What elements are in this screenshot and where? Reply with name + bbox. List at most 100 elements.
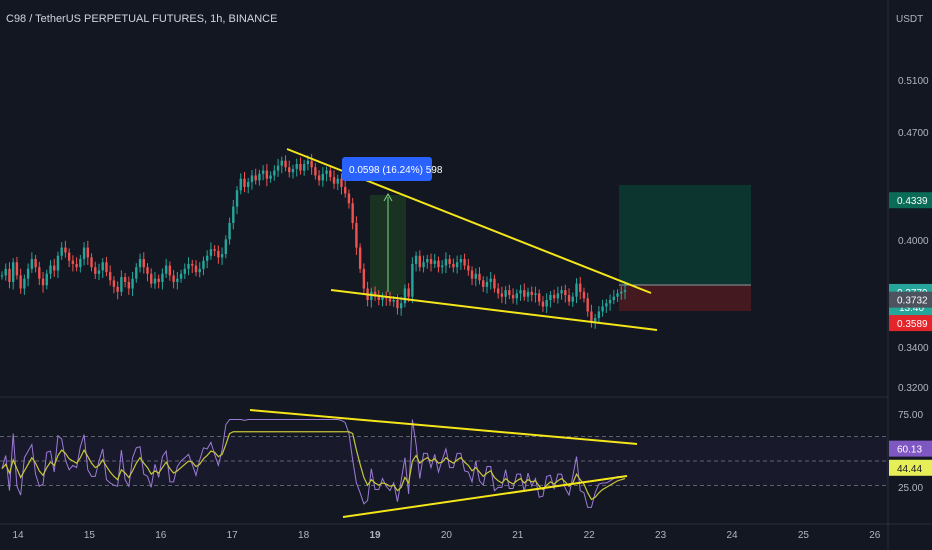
candle-body: [321, 173, 325, 181]
candle-body: [23, 278, 26, 289]
candle-body: [142, 259, 145, 268]
time-tick: 22: [584, 530, 596, 541]
drawings-layer[interactable]: 0.0598 (16.24%) 598: [249, 148, 658, 518]
candle-body: [597, 311, 601, 318]
candle-body: [556, 293, 560, 299]
candle-body: [403, 288, 407, 304]
candle-body: [239, 178, 242, 191]
price-tag: 0.3732: [897, 296, 928, 307]
candle-body: [254, 175, 257, 181]
candle-body: [452, 263, 455, 268]
rsi-tag: 44.44: [897, 464, 922, 475]
candle-body: [243, 178, 246, 187]
time-axis[interactable]: 14 15 16 17 18 19 20 21 22 23 24 25 26: [12, 530, 880, 541]
rsi-tick: 75.00: [898, 410, 923, 421]
candle-body: [64, 247, 67, 253]
candle-body: [396, 299, 399, 309]
candle-body: [0, 275, 4, 277]
candle-body: [429, 259, 433, 264]
time-tick: 18: [298, 530, 310, 541]
candle-body: [82, 247, 86, 260]
candle-body: [291, 168, 295, 173]
candle-body: [571, 296, 574, 302]
candle-body: [485, 281, 489, 287]
rsi-pane: 75.00 25.00: [0, 410, 923, 508]
candle-body: [414, 255, 418, 264]
candle-body: [127, 281, 131, 289]
candle-body: [105, 262, 108, 273]
candle-body: [620, 291, 623, 294]
candle-body: [179, 273, 183, 279]
candle-body: [474, 273, 477, 279]
candle-body: [470, 270, 474, 279]
candle-body: [168, 265, 172, 276]
rsi-line: [1, 419, 626, 508]
price-tick: 0.4700: [898, 128, 929, 139]
candle-body: [220, 254, 224, 258]
candle-body: [519, 290, 522, 294]
candle-body: [153, 278, 157, 284]
candle-body: [198, 268, 201, 273]
candle-body: [362, 268, 366, 289]
candle-body: [605, 303, 608, 307]
candle-body: [351, 203, 354, 223]
candle-body: [250, 175, 254, 183]
price-tag-time: 13:40: [899, 303, 924, 314]
candle-body: [284, 160, 287, 168]
candle-body: [377, 296, 380, 300]
candle-body: [407, 288, 410, 297]
candle-body: [463, 259, 466, 266]
candle-body: [508, 290, 511, 296]
price-tag: 0.4339: [897, 196, 928, 207]
candle-body: [213, 249, 216, 251]
time-tick: 17: [227, 530, 239, 541]
time-tick: 21: [512, 530, 524, 541]
candle-body: [101, 262, 104, 271]
candle-body: [530, 291, 533, 296]
candle-body: [482, 280, 485, 287]
candle-body: [228, 222, 231, 240]
candle-body: [146, 267, 149, 274]
candle-body: [94, 267, 97, 274]
candle-body: [273, 170, 276, 176]
candle-body: [79, 259, 82, 268]
lower-trendline: [330, 289, 658, 331]
candle-body: [329, 170, 332, 178]
price-tick: 0.3400: [898, 343, 929, 354]
candle-body: [455, 262, 459, 268]
candle-body: [280, 160, 283, 166]
candle-body: [616, 293, 619, 297]
candle-body: [97, 270, 101, 274]
candle-body: [194, 265, 198, 273]
candle-body: [217, 250, 220, 258]
candle-body: [60, 247, 63, 256]
candle-body: [623, 290, 627, 292]
candle-body: [526, 291, 530, 297]
time-tick: 14: [12, 530, 24, 541]
candle-body: [534, 293, 537, 296]
candle-body: [269, 175, 272, 179]
candle-body: [276, 165, 280, 171]
candle-body: [314, 167, 317, 176]
candle-body: [138, 259, 142, 268]
candle-body: [45, 273, 48, 286]
candle-body: [593, 318, 597, 322]
candle-body: [567, 295, 571, 302]
candle-body: [388, 298, 392, 302]
rsi-tag-box: [889, 459, 932, 476]
candle-body: [183, 268, 186, 274]
candle-body: [15, 262, 19, 276]
candle-body: [336, 178, 339, 184]
candle-body: [135, 267, 138, 279]
candle-body: [332, 177, 336, 184]
candle-body: [265, 170, 269, 179]
candle-body: [19, 275, 22, 289]
time-tick: 15: [84, 530, 96, 541]
candle-body: [579, 283, 582, 292]
candle-body: [552, 295, 556, 299]
candle-body: [586, 298, 589, 312]
time-tick: 24: [726, 530, 738, 541]
candle-body: [116, 286, 119, 292]
